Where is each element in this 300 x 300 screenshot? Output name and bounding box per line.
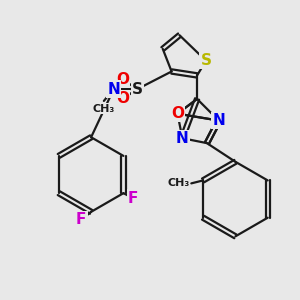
Text: O: O: [116, 72, 129, 87]
Text: O: O: [171, 106, 184, 121]
Text: F: F: [128, 190, 138, 206]
Text: CH₃: CH₃: [93, 104, 115, 114]
Text: N: N: [107, 82, 120, 97]
Text: S: S: [132, 82, 143, 97]
Text: S: S: [200, 53, 211, 68]
Text: CH₃: CH₃: [167, 178, 189, 188]
Text: N: N: [212, 113, 225, 128]
Text: F: F: [76, 212, 86, 227]
Text: N: N: [176, 131, 189, 146]
Text: O: O: [116, 92, 129, 106]
